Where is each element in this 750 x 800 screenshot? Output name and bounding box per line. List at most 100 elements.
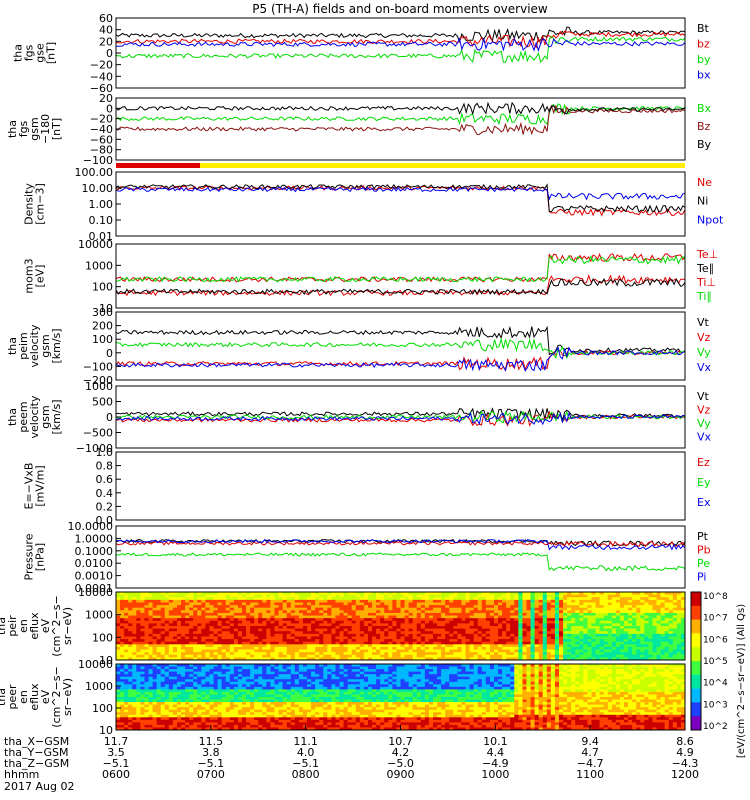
heatmap-cell [152, 717, 158, 721]
heatmap-cell [156, 724, 162, 728]
heatmap-cell [282, 707, 288, 711]
heatmap-cell [534, 631, 540, 635]
heatmap-cell [428, 657, 434, 661]
heatmap-cell [274, 691, 280, 695]
heatmap-cell [221, 686, 227, 690]
heatmap-cell [258, 605, 263, 609]
heatmap-cell [209, 671, 215, 675]
heatmap-cell [376, 646, 381, 651]
heatmap-cell [595, 633, 601, 637]
heatmap-cell [156, 618, 162, 622]
heatmap-cell [327, 652, 332, 656]
heatmap-cell [331, 652, 336, 656]
heatmap-cell [246, 607, 251, 611]
heatmap-cell [546, 607, 552, 611]
heatmap-cell [168, 714, 174, 718]
legend-bz: bz [697, 38, 710, 51]
heatmap-cell [197, 679, 202, 683]
heatmap-cell [250, 669, 255, 673]
heatmap-cell [132, 714, 137, 718]
heatmap-cell [144, 620, 150, 624]
heatmap-cell [229, 623, 235, 627]
heatmap-cell [632, 636, 637, 640]
heatmap-cell [396, 602, 401, 606]
heatmap-cell [176, 686, 182, 690]
heatmap-cell [205, 724, 210, 728]
heatmap-cell [197, 702, 202, 706]
heatmap-cell [453, 628, 458, 632]
heatmap-cell [477, 633, 483, 637]
heatmap-cell [144, 641, 150, 645]
heatmap-cell [522, 628, 527, 632]
heatmap-cell [485, 618, 491, 622]
heatmap-cell [449, 628, 454, 632]
heatmap-cell [575, 605, 580, 609]
heatmap-cell [449, 620, 454, 624]
heatmap-cell [664, 628, 670, 632]
heatmap-cell [477, 628, 483, 632]
heatmap-cell [506, 626, 511, 630]
heatmap-cell [262, 722, 267, 726]
heatmap-cell [160, 697, 166, 701]
heatmap-cell [217, 699, 223, 703]
heatmap-cell [420, 644, 426, 648]
heatmap-cell [233, 636, 239, 640]
heatmap-cell [209, 618, 215, 622]
heatmap-cell [579, 623, 584, 627]
heatmap-cell [136, 633, 141, 637]
heatmap-cell [152, 657, 158, 661]
heatmap-cell [144, 646, 150, 651]
heatmap-cell [290, 628, 296, 632]
heatmap-cell [424, 592, 430, 596]
heatmap-cell [563, 602, 568, 606]
heatmap-cell [384, 592, 389, 596]
heatmap-cell [286, 704, 292, 708]
heatmap-cell [372, 641, 377, 645]
heatmap-cell [148, 610, 154, 614]
heatmap-cell [628, 594, 633, 598]
heatmap-cell [380, 594, 385, 598]
heatmap-cell [290, 607, 296, 611]
heatmap-cell [489, 612, 495, 617]
heatmap-cell [217, 704, 223, 708]
heatmap-cell [201, 612, 206, 617]
heatmap-cell [359, 636, 365, 640]
heatmap-cell [172, 644, 178, 648]
heatmap-cell [278, 633, 284, 637]
heatmap-cell [644, 615, 649, 619]
heatmap-cell [388, 597, 393, 601]
heatmap-cell [676, 612, 682, 617]
heatmap-cell [587, 592, 593, 596]
heatmap-cell [201, 592, 206, 596]
heatmap-cell [477, 649, 483, 653]
heatmap-cell [164, 714, 170, 718]
heatmap-cell [656, 597, 662, 601]
heatmap-cell [266, 626, 271, 630]
heatmap-cell [534, 628, 540, 632]
heatmap-cell [205, 674, 210, 678]
heatmap-cell [579, 639, 584, 643]
heatmap-cell [449, 631, 454, 635]
heatmap-cell [270, 676, 275, 680]
heatmap-cell [518, 628, 523, 632]
heatmap-cell [339, 620, 345, 624]
heatmap-cell [140, 631, 145, 635]
heatmap-cell [282, 669, 288, 673]
heatmap-cell [132, 597, 137, 601]
heatmap-cell [546, 618, 552, 622]
heatmap-cell [441, 618, 446, 622]
heatmap-cell [246, 722, 251, 726]
heatmap-cell [485, 610, 491, 614]
heatmap-cell [189, 646, 194, 651]
panel-8: 10000100010010thapeirenefluxeV(cm^2−s−sr… [0, 586, 686, 667]
heatmap-cell [550, 641, 556, 645]
heatmap-cell [567, 649, 572, 653]
heatmap-cell [615, 626, 621, 630]
heatmap-cell [185, 652, 190, 656]
y-tick-label: 10000 [78, 238, 113, 251]
heatmap-cell [258, 623, 263, 627]
heatmap-cell [396, 620, 401, 624]
heatmap-cell [331, 612, 336, 617]
heatmap-cell [408, 599, 414, 603]
heatmap-cell [148, 722, 154, 726]
